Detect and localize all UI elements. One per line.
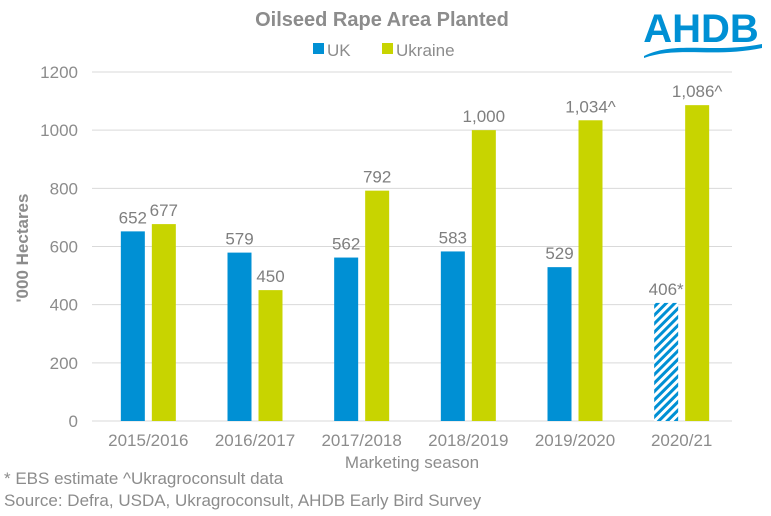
x-tick-label: 2016/2017 [215, 431, 295, 450]
bar-uk-2016-2017 [227, 252, 252, 421]
chart-title: Oilseed Rape Area Planted [255, 9, 509, 31]
bar-ukraine-2017-2018 [365, 190, 390, 421]
bar-ukraine-2016-2017 [258, 290, 283, 421]
y-tick-label: 600 [50, 238, 78, 257]
gridlines [92, 71, 732, 422]
bar-uk-2019-2020 [547, 267, 572, 421]
x-tick-label: 2018/2019 [428, 431, 508, 450]
bar-ukraine-2018-2019 [471, 130, 496, 421]
legend-swatch-ukraine [382, 43, 393, 54]
source-note: Source: Defra, USDA, Ukragroconsult, AHD… [4, 491, 482, 510]
bar-uk-2015-2016 [120, 231, 145, 421]
bars [120, 105, 710, 422]
bar-ukraine-2019-2020 [578, 120, 603, 422]
bar-uk-2018-2019 [440, 251, 465, 421]
ahdb-logo: AHDB [643, 7, 762, 58]
bar-ukraine-2020-21 [685, 105, 710, 421]
y-axis-ticks: 0 200 400 600 800 1000 1200 [40, 63, 78, 431]
data-label-uk: 406* [649, 280, 684, 299]
logo-text: AHDB [643, 7, 759, 51]
legend-swatch-uk [313, 43, 324, 54]
data-label-ukraine: 450 [256, 267, 284, 286]
data-label-uk: 652 [119, 208, 147, 227]
y-tick-label: 1000 [40, 121, 78, 140]
y-axis-label: '000 Hectares [13, 194, 32, 303]
legend: UK Ukraine [313, 41, 455, 60]
data-label-uk: 579 [225, 230, 253, 249]
legend-label-uk: UK [327, 41, 351, 60]
logo-swoosh-icon [644, 44, 762, 58]
data-label-uk: 529 [545, 244, 573, 263]
x-tick-label: 2015/2016 [108, 431, 188, 450]
bar-uk-2017-2018 [334, 257, 359, 421]
data-label-uk: 562 [332, 235, 360, 254]
data-label-ukraine: 1,000 [463, 107, 506, 126]
data-label-uk: 583 [439, 228, 467, 247]
x-axis-ticks: 2015/2016 2016/2017 2017/2018 2018/2019 2019… [108, 431, 712, 450]
legend-label-ukraine: Ukraine [396, 41, 455, 60]
data-label-ukraine: 1,086^ [672, 82, 723, 101]
y-tick-label: 400 [50, 296, 78, 315]
data-label-ukraine: 1,034^ [565, 97, 616, 116]
y-tick-label: 800 [50, 179, 78, 198]
x-tick-label: 2019/2020 [535, 431, 615, 450]
x-tick-label: 2017/2018 [321, 431, 401, 450]
x-axis-label: Marketing season [345, 453, 479, 472]
bar-uk-2020-21 [654, 302, 679, 421]
footnote-estimate: * EBS estimate ^Ukragroconsult data [4, 469, 284, 488]
y-tick-label: 1200 [40, 63, 78, 82]
y-tick-label: 0 [69, 412, 78, 431]
x-tick-label: 2020/21 [651, 431, 712, 450]
bar-ukraine-2015-2016 [151, 224, 176, 421]
data-label-ukraine: 677 [150, 201, 178, 220]
data-label-ukraine: 792 [363, 168, 391, 187]
y-tick-label: 200 [50, 354, 78, 373]
